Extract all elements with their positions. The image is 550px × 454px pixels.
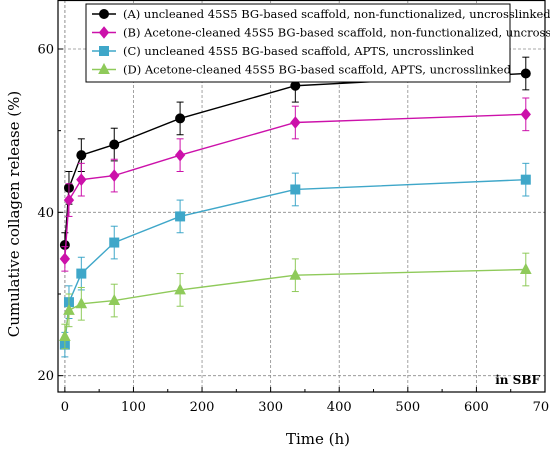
legend-marker xyxy=(98,26,110,39)
data-point xyxy=(290,116,301,129)
data-point xyxy=(63,193,75,207)
x-tick-label: 100 xyxy=(121,400,146,415)
data-point xyxy=(175,211,186,222)
series-layer xyxy=(59,56,532,358)
x-tick-label: 0 xyxy=(61,400,69,415)
legend-label: (C) uncleaned 45S5 BG-based scaffold, AP… xyxy=(123,44,475,58)
x-tick-label: 500 xyxy=(395,400,420,415)
legend-label: (D) Acetone-cleaned 45S5 BG-based scaffo… xyxy=(123,63,512,77)
x-tick-label: 400 xyxy=(327,400,352,415)
data-point xyxy=(108,293,121,306)
legend: (A) uncleaned 45S5 BG-based scaffold, no… xyxy=(85,3,550,83)
legend-label: (B) Acetone-cleaned 45S5 BG-based scaffo… xyxy=(123,26,550,40)
data-point xyxy=(290,184,301,195)
y-axis-title: Cumulative collagen release (%) xyxy=(5,91,23,338)
y-tick-label: 20 xyxy=(37,369,54,384)
data-point xyxy=(289,268,302,280)
series-b xyxy=(59,97,531,272)
x-tick-label: 700 xyxy=(533,400,550,415)
data-point xyxy=(520,174,531,185)
medium-annotation: in SBF xyxy=(495,373,540,387)
data-point xyxy=(109,139,120,150)
data-point xyxy=(175,113,186,124)
data-point xyxy=(174,283,186,295)
legend-marker xyxy=(99,46,109,56)
series-d xyxy=(59,252,532,350)
data-point xyxy=(520,108,531,121)
legend-marker xyxy=(98,62,110,74)
plot-frame xyxy=(57,0,546,393)
data-point xyxy=(109,237,120,248)
data-point xyxy=(76,150,87,161)
legend-marker xyxy=(99,9,109,19)
legend-label: (A) uncleaned 45S5 BG-based scaffold, no… xyxy=(123,7,550,21)
data-point xyxy=(519,262,532,274)
data-point xyxy=(290,80,301,91)
x-tick-label: 600 xyxy=(464,400,489,415)
x-axis-title: Time (h) xyxy=(286,430,350,448)
legend-box xyxy=(85,3,511,83)
x-tick-label: 200 xyxy=(190,400,215,415)
data-point xyxy=(76,268,87,279)
y-tick-label: 40 xyxy=(37,206,54,221)
data-point xyxy=(59,252,71,266)
data-point xyxy=(76,173,87,186)
data-point xyxy=(174,148,186,162)
data-point xyxy=(75,297,88,309)
data-point xyxy=(109,169,120,182)
data-point xyxy=(520,68,531,79)
series-a xyxy=(59,56,531,258)
data-point xyxy=(59,329,71,341)
axes-frame xyxy=(57,0,546,393)
tick-layer: 0 100 200 300 400 500 600 700 20 40 60 xyxy=(37,43,550,416)
x-tick-label: 300 xyxy=(258,400,283,415)
y-tick-label: 60 xyxy=(37,43,54,58)
data-point xyxy=(63,303,75,315)
